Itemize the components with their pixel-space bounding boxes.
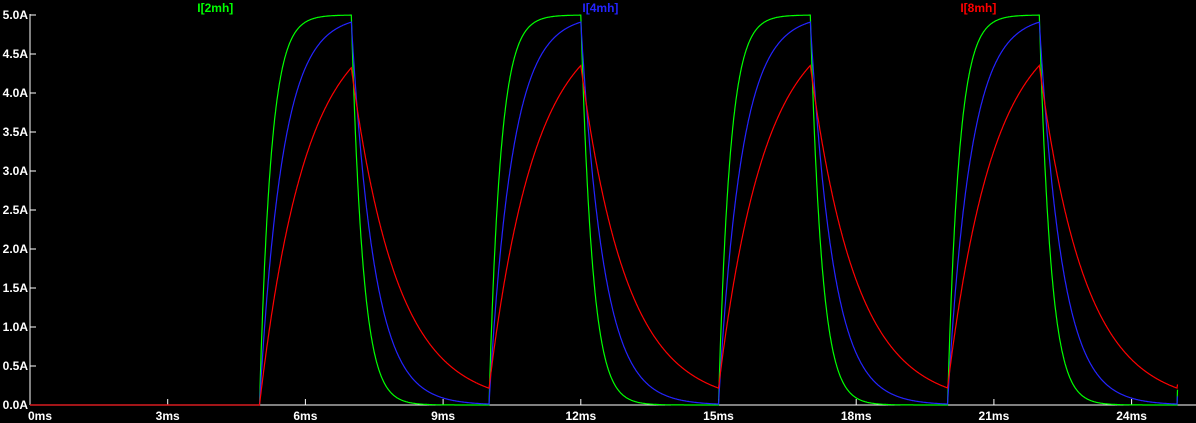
y-tick-label: 1.5A — [3, 281, 29, 295]
trace-label-8mh[interactable]: I[8mh] — [960, 1, 997, 15]
x-tick-label: 18ms — [841, 409, 872, 423]
y-tick-label: 3.5A — [3, 125, 29, 139]
y-tick-label: 0.5A — [3, 359, 29, 373]
trace-I[2mh][interactable] — [30, 14, 1179, 406]
y-tick-label: 2.5A — [3, 203, 29, 217]
y-tick-label: 1.0A — [3, 320, 29, 334]
y-tick-label: 2.0A — [3, 242, 29, 256]
x-tick-label: 0ms — [28, 409, 52, 423]
x-tick-label: 12ms — [565, 409, 596, 423]
trace-label-2mh[interactable]: I[2mh] — [197, 1, 234, 15]
trace-I[4mh][interactable] — [30, 21, 1179, 406]
y-tick-label: 0.0A — [3, 398, 29, 412]
trace-label-4mh[interactable]: I[4mh] — [582, 1, 619, 15]
x-tick-label: 15ms — [703, 409, 734, 423]
x-tick-label: 6ms — [293, 409, 317, 423]
x-tick-label: 9ms — [431, 409, 455, 423]
trace-legend: I[2mh] I[4mh] I[8mh] — [0, 0, 1196, 16]
x-tick-label: 24ms — [1116, 409, 1147, 423]
y-tick-label: 4.5A — [3, 47, 29, 61]
trace-I[8mh][interactable] — [30, 64, 1179, 406]
y-tick-label: 4.0A — [3, 86, 29, 100]
x-tick-label: 21ms — [979, 409, 1010, 423]
y-tick-label: 5.0A — [3, 8, 29, 22]
y-tick-label: 3.0A — [3, 164, 29, 178]
x-tick-label: 3ms — [156, 409, 180, 423]
